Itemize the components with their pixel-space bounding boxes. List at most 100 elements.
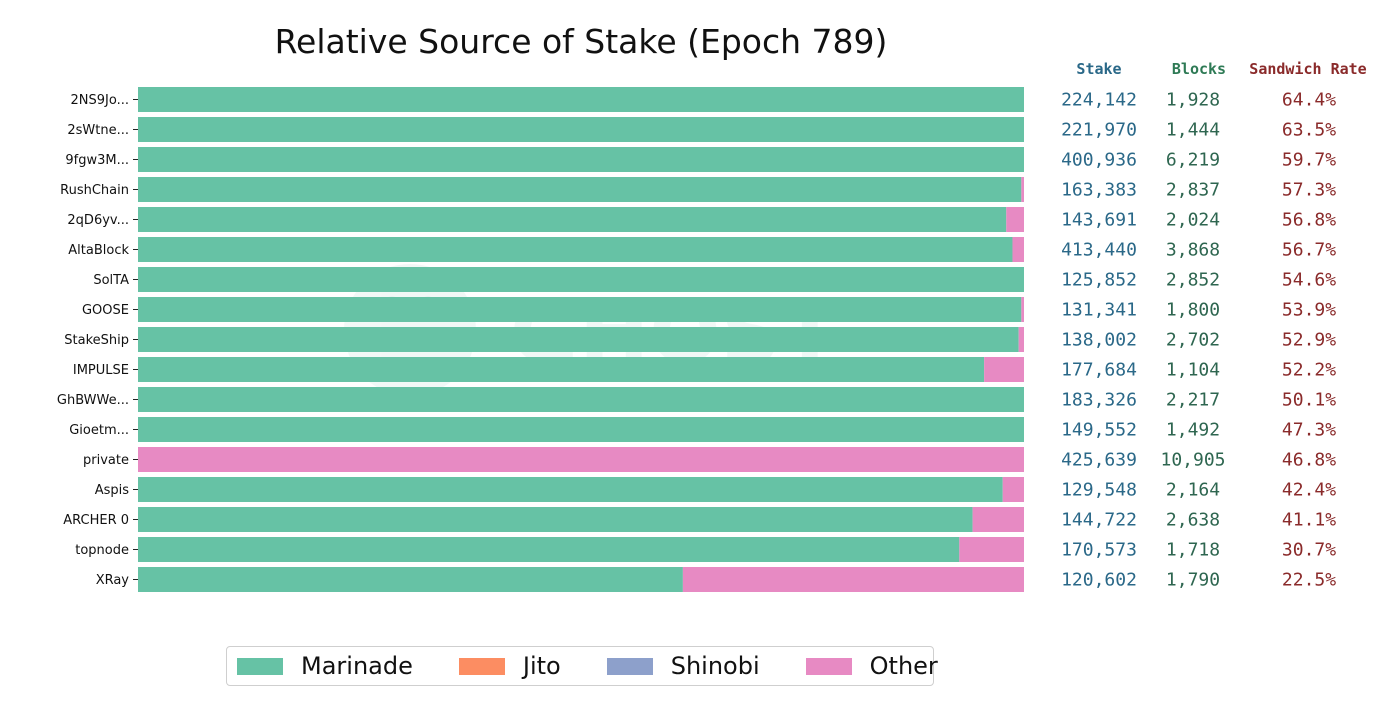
legend-item-jito: Jito <box>458 652 561 680</box>
table-cell-blocks: 2,702 <box>1166 330 1220 351</box>
table-header-stake: Stake <box>1076 60 1121 78</box>
legend-item-shinobi: Shinobi <box>606 652 760 680</box>
bar-marinade <box>138 417 1024 442</box>
table-cell-stake: 131,341 <box>1061 300 1137 321</box>
table-headers: Stake Blocks Sandwich Rate <box>1076 60 1366 78</box>
table-cell-sandwich-rate: 52.2% <box>1282 360 1336 381</box>
bar-marinade <box>138 387 1024 412</box>
table-cell-blocks: 2,852 <box>1166 270 1220 291</box>
table-cell-sandwich-rate: 56.7% <box>1282 240 1336 261</box>
table-cell-sandwich-rate: 57.3% <box>1282 180 1336 201</box>
table-cell-blocks: 1,800 <box>1166 300 1220 321</box>
table-cell-sandwich-rate: 42.4% <box>1282 480 1336 501</box>
bar-marinade <box>138 537 960 562</box>
table-cell-stake: 425,639 <box>1061 450 1137 471</box>
legend-label: Marinade <box>301 652 413 680</box>
legend-label: Jito <box>522 652 561 680</box>
legend-label: Other <box>869 652 938 680</box>
table-cell-stake: 170,573 <box>1061 540 1137 561</box>
y-tick-label: XRay <box>96 573 130 588</box>
y-tick-label: 2NS9Jo... <box>71 93 129 108</box>
table-cell-sandwich-rate: 30.7% <box>1282 540 1336 561</box>
bar-marinade <box>138 117 1024 142</box>
table-cell-stake: 163,383 <box>1061 180 1137 201</box>
bar-other <box>1021 297 1024 322</box>
bar-other <box>138 447 1024 472</box>
table-cell-blocks: 1,492 <box>1166 420 1220 441</box>
bar-marinade <box>138 267 1024 292</box>
table-cell-stake: 144,722 <box>1061 510 1137 531</box>
y-tick-label: topnode <box>75 543 129 558</box>
legend: Marinade Jito Shinobi Other <box>226 646 938 686</box>
bar-other <box>682 567 1024 592</box>
bar-marinade <box>138 567 683 592</box>
table-cell-blocks: 2,024 <box>1166 210 1220 231</box>
table-cell-blocks: 2,837 <box>1166 180 1220 201</box>
bar-other <box>1006 207 1024 232</box>
table-cell-blocks: 2,638 <box>1166 510 1220 531</box>
bar-marinade <box>138 357 985 382</box>
bar-marinade <box>138 147 1024 172</box>
table-cell-blocks: 2,164 <box>1166 480 1220 501</box>
table-cell-sandwich-rate: 54.6% <box>1282 270 1336 291</box>
table-cell-blocks: 2,217 <box>1166 390 1220 411</box>
y-tick-label: ARCHER 0 <box>63 513 129 528</box>
bar-other <box>1021 177 1024 202</box>
table-cell-stake: 120,602 <box>1061 570 1137 591</box>
bar-other <box>959 537 1024 562</box>
bar-marinade <box>138 327 1019 352</box>
table-cell-blocks: 1,790 <box>1166 570 1220 591</box>
table-cell-stake: 177,684 <box>1061 360 1137 381</box>
bar-other <box>972 507 1024 532</box>
table-cell-blocks: 1,928 <box>1166 90 1220 111</box>
table-cell-stake: 221,970 <box>1061 120 1137 141</box>
table-cell-stake: 138,002 <box>1061 330 1137 351</box>
table-cell-sandwich-rate: 59.7% <box>1282 150 1336 171</box>
y-tick-label: 9fgw3M... <box>65 153 129 168</box>
y-tick-label: RushChain <box>60 183 129 198</box>
bar-marinade <box>138 297 1022 322</box>
legend-swatch <box>805 657 852 675</box>
table-cell-blocks: 1,104 <box>1166 360 1220 381</box>
table-cell-stake: 224,142 <box>1061 90 1137 111</box>
table-header-sandwich-rate: Sandwich Rate <box>1249 60 1366 78</box>
y-tick-label: GhBWWe... <box>57 393 129 408</box>
table-cell-blocks: 1,718 <box>1166 540 1220 561</box>
y-tick-label: Gioetm... <box>69 423 129 438</box>
bar-marinade <box>138 237 1013 262</box>
table-cell-sandwich-rate: 53.9% <box>1282 300 1336 321</box>
bar-other <box>984 357 1024 382</box>
table-cell-blocks: 10,905 <box>1160 450 1225 471</box>
bar-other <box>1002 477 1024 502</box>
legend-item-other: Other <box>805 652 938 680</box>
table-cell-stake: 413,440 <box>1061 240 1137 261</box>
table-cell-stake: 129,548 <box>1061 480 1137 501</box>
bar-marinade <box>138 177 1022 202</box>
bar-marinade <box>138 477 1003 502</box>
table-cell-sandwich-rate: 47.3% <box>1282 420 1336 441</box>
bars-group <box>138 87 1024 592</box>
y-tick-label: SolTA <box>93 273 129 288</box>
stacked-bar-chart: GHOST 2NS9Jo...2sWtne...9fgw3M...RushCha… <box>57 60 1367 592</box>
table-cell-sandwich-rate: 64.4% <box>1282 90 1336 111</box>
table-cell-sandwich-rate: 41.1% <box>1282 510 1336 531</box>
y-tick-label: StakeShip <box>64 333 129 348</box>
legend-label: Shinobi <box>670 652 760 680</box>
y-tick-label: AltaBlock <box>68 243 129 258</box>
table-cell-sandwich-rate: 22.5% <box>1282 570 1336 591</box>
legend-swatch <box>458 657 505 675</box>
bar-marinade <box>138 507 973 532</box>
table-cell-stake: 149,552 <box>1061 420 1137 441</box>
table-cell-stake: 125,852 <box>1061 270 1137 291</box>
table-cell-sandwich-rate: 50.1% <box>1282 390 1336 411</box>
legend-swatch <box>606 657 653 675</box>
y-tick-label: IMPULSE <box>73 363 129 378</box>
table-cell-sandwich-rate: 56.8% <box>1282 210 1336 231</box>
table-cell-stake: 143,691 <box>1061 210 1137 231</box>
bar-marinade <box>138 87 1024 112</box>
table-cell-sandwich-rate: 63.5% <box>1282 120 1336 141</box>
table-cell-blocks: 3,868 <box>1166 240 1220 261</box>
chart-title: Relative Source of Stake (Epoch 789) <box>274 22 888 61</box>
y-tick-label: GOOSE <box>82 303 129 318</box>
table-values: 224,142 1,928 64.4% 221,970 1,444 63.5% 400,93… <box>1061 90 1336 591</box>
